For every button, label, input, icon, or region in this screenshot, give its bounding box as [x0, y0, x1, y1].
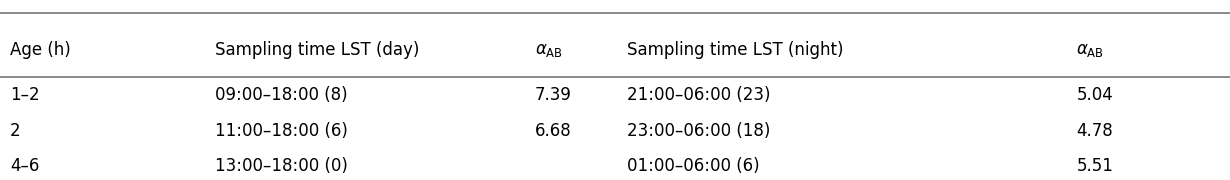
Text: Sampling time LST (day): Sampling time LST (day): [215, 41, 419, 59]
Text: 23:00–06:00 (18): 23:00–06:00 (18): [627, 122, 771, 140]
Text: 11:00–18:00 (6): 11:00–18:00 (6): [215, 122, 348, 140]
Text: 5.51: 5.51: [1076, 157, 1113, 175]
Text: 1–2: 1–2: [10, 86, 39, 104]
Text: 13:00–18:00 (0): 13:00–18:00 (0): [215, 157, 348, 175]
Text: $\alpha_{\mathrm{AB}}$: $\alpha_{\mathrm{AB}}$: [535, 41, 563, 59]
Text: $\alpha_{\mathrm{AB}}$: $\alpha_{\mathrm{AB}}$: [1076, 41, 1105, 59]
Text: Age (h): Age (h): [10, 41, 70, 59]
Text: 7.39: 7.39: [535, 86, 572, 104]
Text: 01:00–06:00 (6): 01:00–06:00 (6): [627, 157, 760, 175]
Text: 09:00–18:00 (8): 09:00–18:00 (8): [215, 86, 348, 104]
Text: 4–6: 4–6: [10, 157, 39, 175]
Text: 21:00–06:00 (23): 21:00–06:00 (23): [627, 86, 771, 104]
Text: Sampling time LST (night): Sampling time LST (night): [627, 41, 844, 59]
Text: 5.04: 5.04: [1076, 86, 1113, 104]
Text: 6.68: 6.68: [535, 122, 572, 140]
Text: 4.78: 4.78: [1076, 122, 1113, 140]
Text: 2: 2: [10, 122, 21, 140]
